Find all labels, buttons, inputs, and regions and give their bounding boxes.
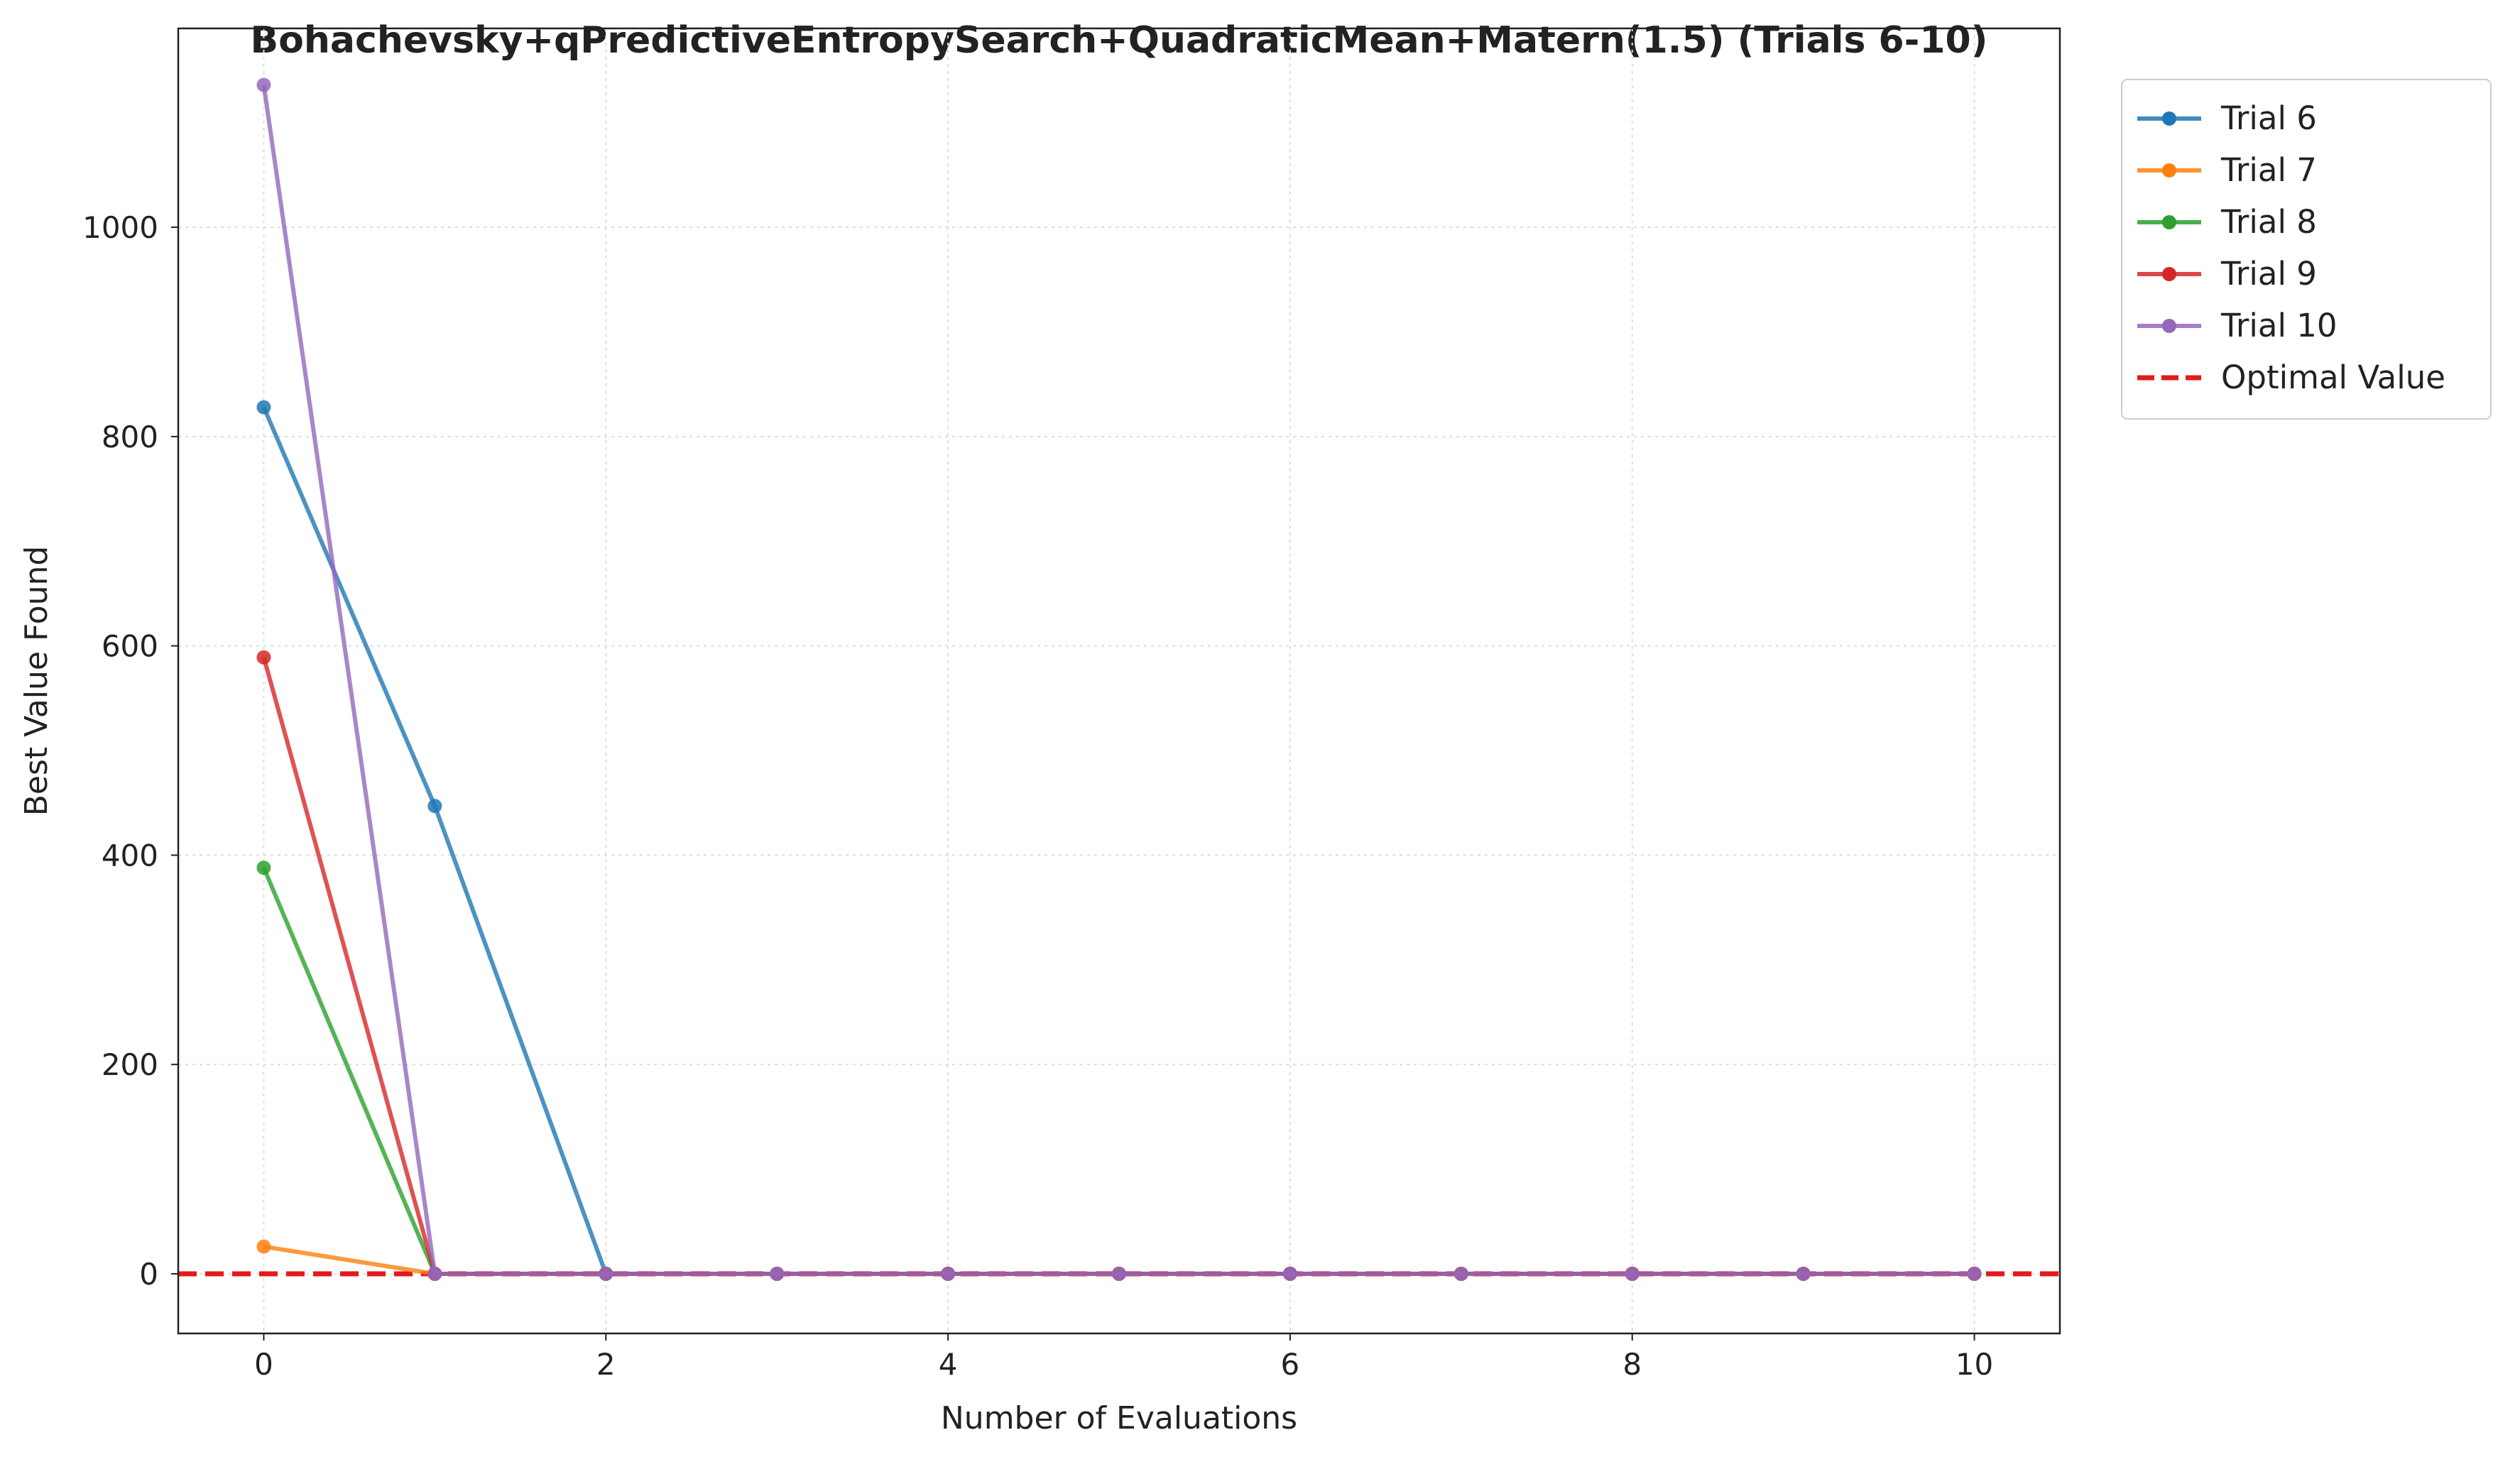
legend-label: Trial 9: [2220, 255, 2317, 293]
legend-label: Trial 10: [2220, 307, 2338, 344]
data-point: [1453, 1266, 1468, 1281]
data-point: [1796, 1266, 1811, 1281]
data-point: [427, 1266, 442, 1281]
legend-marker: [2162, 267, 2176, 281]
data-point: [941, 1266, 956, 1281]
data-point: [1625, 1266, 1640, 1281]
x-tick-label: 0: [254, 1347, 273, 1382]
chart-title: Bohachevsky+qPredictiveEntropySearch+Qua…: [251, 19, 1988, 62]
legend-item: Trial 9: [2137, 255, 2317, 293]
series-trial-10: [256, 77, 1982, 1281]
plot-frame: [177, 27, 2061, 1335]
legend-marker: [2162, 111, 2176, 126]
y-tick-label: 0: [139, 1257, 158, 1292]
y-tick-label: 400: [102, 838, 158, 873]
legend-label: Optimal Value: [2221, 359, 2445, 396]
x-tick-label: 2: [596, 1347, 616, 1382]
data-point: [256, 861, 271, 875]
x-tick-label: 10: [1956, 1347, 1993, 1382]
legend: Trial 6 Trial 7 Trial 8 Trial 9 Trial 10 Opti…: [2121, 79, 2492, 420]
data-point: [1112, 1266, 1126, 1281]
legend-label: Trial 7: [2220, 151, 2317, 189]
legend-label: Trial 6: [2220, 99, 2317, 137]
x-tick-label: 4: [939, 1347, 958, 1382]
x-tick-label: 8: [1622, 1347, 1642, 1382]
data-point: [256, 400, 271, 415]
data-point: [1967, 1266, 1982, 1281]
x-axis-label: Number of Evaluations: [941, 1400, 1297, 1436]
series-layer: [256, 77, 1982, 1281]
data-point: [599, 1266, 613, 1281]
x-tick-label: 6: [1281, 1347, 1300, 1382]
y-tick-label: 1000: [82, 210, 158, 245]
data-point: [1282, 1266, 1297, 1281]
legend-item: Trial 7: [2137, 151, 2317, 189]
y-axis-label: Best Value Found: [18, 546, 55, 817]
data-point: [256, 650, 271, 665]
legend-marker: [2162, 163, 2176, 178]
legend-marker: [2162, 319, 2176, 333]
data-point: [256, 1239, 271, 1254]
data-point: [427, 799, 442, 814]
data-point: [770, 1266, 785, 1281]
y-tick-label: 800: [102, 420, 158, 454]
legend-item: Optimal Value: [2137, 359, 2445, 396]
data-point: [256, 77, 271, 92]
legend-item: Trial 6: [2137, 99, 2317, 137]
legend-item: Trial 8: [2137, 203, 2317, 241]
y-tick-label: 600: [102, 629, 158, 664]
legend-box: [2121, 79, 2492, 420]
legend-item: Trial 10: [2137, 307, 2338, 344]
legend-label: Trial 8: [2220, 203, 2317, 241]
y-tick-label: 200: [102, 1047, 158, 1082]
ticks: 0 2 4 6 8 10 0 200 400 600 800 1000: [82, 210, 1993, 1382]
legend-marker: [2162, 215, 2176, 229]
